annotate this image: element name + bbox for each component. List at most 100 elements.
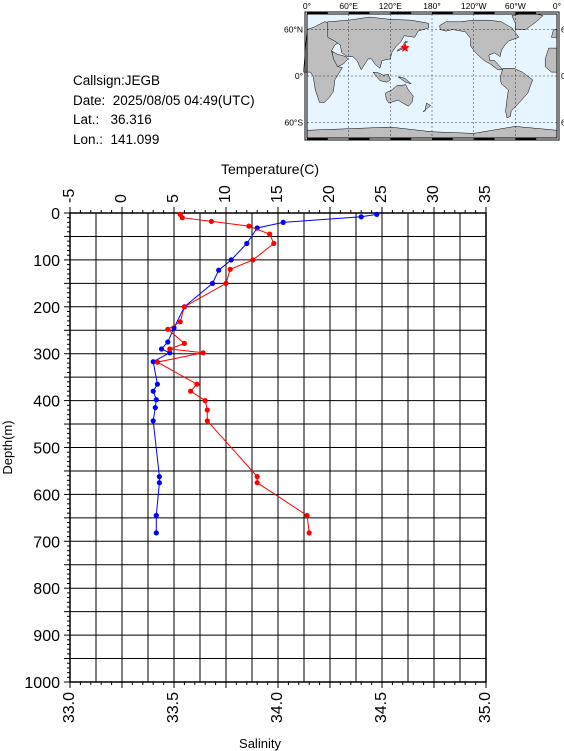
temperature-data-point (150, 359, 156, 365)
salinity-data-point (227, 266, 233, 272)
depth-tick-label: 0 (51, 206, 60, 223)
map-lon-label: 0° (303, 1, 311, 11)
top-tick-label: 0 (113, 194, 130, 203)
salinity-data-point (177, 319, 183, 325)
salinity-data-point (188, 388, 194, 394)
salinity-data-point (181, 340, 187, 346)
salinity-data-point (154, 359, 160, 365)
map-lat-label: 0° (295, 71, 303, 81)
depth-tick-label: 1000 (24, 675, 60, 692)
temperature-data-point (280, 219, 286, 225)
map-landmass (372, 71, 391, 83)
depth-tick-label: 600 (33, 487, 60, 504)
salinity-data-point (194, 381, 200, 387)
temperature-axis-title: Temperature(C) (221, 161, 319, 177)
station-info: Callsign:JEGB Date: 2025/08/05 04:49(UTC… (73, 71, 255, 149)
temperature-data-point (216, 267, 222, 273)
callsign-text: Callsign:JEGB (73, 73, 161, 88)
map-landmass (422, 102, 432, 112)
date-text: Date: 2025/08/05 04:49(UTC) (73, 92, 255, 108)
map-landmass (439, 19, 520, 71)
map-landmass (397, 76, 412, 85)
map-lon-label: 120°W (461, 1, 487, 11)
longitude-text: Lon.: 141.099 (73, 131, 160, 147)
salinity-data-point (181, 304, 187, 310)
temperature-data-point (153, 397, 159, 403)
salinity-data-point (204, 418, 210, 424)
temperature-data-point (156, 480, 162, 486)
map-lon-label: 60°W (505, 1, 526, 11)
depth-tick-label: 400 (33, 394, 60, 411)
temperature-data-point (209, 280, 216, 286)
top-tick-label: 30 (425, 185, 442, 203)
map-lat-label: 60°S (284, 118, 303, 128)
map-lon-label: 120°E (379, 1, 403, 11)
bottom-tick-label: 35.0 (477, 692, 494, 723)
salinity-data-point (179, 215, 185, 221)
depth-tick-label: 100 (33, 253, 60, 270)
bottom-tick-label: 33.5 (165, 692, 182, 723)
map-lat-label: 60°N (284, 25, 303, 35)
salinity-data-point (267, 231, 273, 237)
temperature-data-point (150, 388, 156, 394)
temperature-data-point (154, 381, 160, 387)
top-tick-label: -5 (61, 189, 78, 203)
depth-tick-label: 900 (33, 628, 60, 645)
salinity-data-point (223, 280, 229, 286)
bottom-tick-label: 33.0 (61, 692, 78, 723)
temperature-data-point (167, 350, 173, 356)
salinity-data-point (200, 350, 206, 356)
salinity-data-point (254, 474, 260, 480)
salinity-profile-line (155, 214, 310, 533)
map-landmass (499, 68, 534, 119)
temperature-data-point (153, 512, 159, 519)
temperature-data-point (374, 211, 380, 217)
map-landmass (327, 16, 429, 71)
salinity-data-point (254, 480, 260, 486)
station-marker-star (400, 42, 410, 52)
bottom-tick-label: 34.5 (373, 692, 390, 723)
salinity-data-point (165, 326, 171, 332)
top-tick-label: 20 (321, 185, 338, 203)
salinity-data-point (202, 398, 208, 404)
salinity-data-point (271, 240, 277, 247)
bottom-tick-label: 34.0 (269, 692, 286, 723)
map-landmass (331, 50, 349, 68)
map-lat-label-right: 60°S (561, 118, 564, 128)
map-lon-label: 60°E (339, 1, 358, 11)
temperature-data-point (152, 405, 158, 411)
salinity-data-point (250, 257, 256, 263)
map-lat-label-right: 60°N (561, 25, 564, 35)
depth-tick-label: 700 (33, 534, 60, 551)
top-tick-label: 5 (165, 194, 182, 203)
map-lon-label: 180° (423, 1, 441, 11)
depth-tick-label: 300 (33, 347, 60, 364)
temperature-data-point (153, 530, 159, 536)
top-tick-label: 25 (373, 185, 390, 203)
depth-tick-label: 800 (33, 581, 60, 598)
temperature-data-point (244, 240, 250, 247)
salinity-axis-title: Salinity (239, 736, 281, 751)
top-tick-label: 10 (217, 185, 234, 203)
location-map: 0° 60°E 120°E 180° 120°W 60°W 0° 60°N 0° 60°S 60°N… (284, 1, 564, 141)
temperature-profile-line (152, 213, 377, 533)
temperature-data-point (158, 346, 165, 352)
temperature-data-point (165, 339, 171, 345)
temperature-data-point (156, 474, 162, 480)
map-lat-label-right: 0° (561, 71, 564, 81)
temperature-data-point (228, 257, 234, 263)
latitude-text: Lat.: 36.316 (73, 112, 152, 127)
map-lon-label: 0° (553, 1, 561, 11)
depth-tick-label: 500 (33, 441, 60, 458)
temperature-data-point (358, 214, 364, 220)
depth-axis-title: Depth(m) (0, 420, 15, 474)
salinity-data-point (167, 346, 173, 352)
top-tick-label: 35 (477, 185, 494, 203)
salinity-data-point (246, 223, 252, 229)
salinity-data-point (304, 512, 310, 519)
top-tick-label: 15 (269, 185, 286, 203)
salinity-data-point (208, 218, 214, 224)
temperature-data-point (150, 418, 156, 424)
salinity-data-point (204, 407, 210, 413)
